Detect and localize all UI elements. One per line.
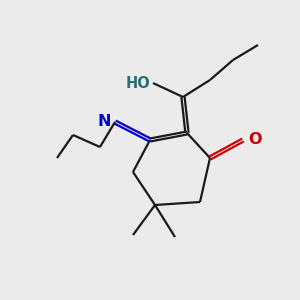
Text: N: N <box>98 113 111 128</box>
Text: O: O <box>248 133 262 148</box>
Text: HO: HO <box>125 76 150 91</box>
